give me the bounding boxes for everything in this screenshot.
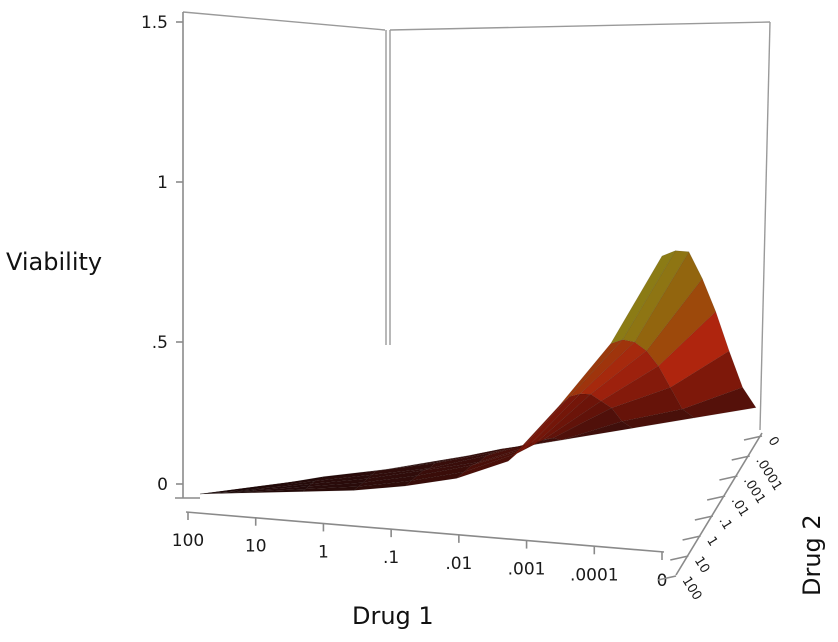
drug1-axis-line [185,511,665,553]
y-tick-label: 1 [703,534,720,549]
z-tick-label: .5 [152,333,168,353]
z-tick-labels: 0 .5 1 1.5 [141,13,183,495]
y-tick-label: 0 [765,434,782,449]
y-tick-label: 10 [691,554,712,576]
y-tick-mark [657,575,677,581]
surface-cell [646,277,717,367]
y-tick-mark [706,495,726,501]
drug2-axis-line [675,432,763,576]
y-tick-label: .01 [728,494,752,519]
x-tick-label: .0001 [570,565,619,585]
back-wall-right-top [389,21,771,31]
surface-mesh [199,250,757,495]
y-tick-mark [694,515,714,521]
x-tick-label: .01 [445,554,472,574]
drug1-axis-title: Drug 1 [352,602,434,630]
x-tick-labels: 100 10 1 .1 .01 .001 .0001 0 [172,512,668,591]
drug2-axis-title: Drug 2 [798,514,826,596]
x-tick-label: .1 [383,548,399,568]
z-tick-label: 1 [157,173,168,193]
viability-axis-title: Viability [6,248,102,276]
z-tick-label: 0 [157,475,168,495]
surface-cell [622,250,690,343]
x-tick-label: .001 [508,560,546,580]
surface-cell [681,386,757,419]
drug2-axis [675,432,763,576]
x-tick-label: 1 [318,542,329,562]
x-tick-label: 10 [245,537,267,557]
y-tick-mark [743,435,763,441]
back-wall-left-top [182,11,386,31]
y-tick-mark [731,455,750,461]
x-tick-label: 0 [657,571,668,591]
surface-cell [610,250,677,345]
y-tick-label: .1 [715,514,734,532]
y-tick-mark [682,535,701,541]
surface-cell [199,488,257,495]
z-tick-label: 1.5 [141,13,168,33]
axis-frame [175,11,771,499]
right-wall-edge [759,21,771,431]
y-tick-label: 100 [679,574,705,603]
y-tick-mark [719,475,738,481]
drug1-axis [185,511,665,553]
x-tick-label: 100 [172,531,204,551]
y-tick-mark [670,555,689,561]
surface-cell [658,311,730,388]
